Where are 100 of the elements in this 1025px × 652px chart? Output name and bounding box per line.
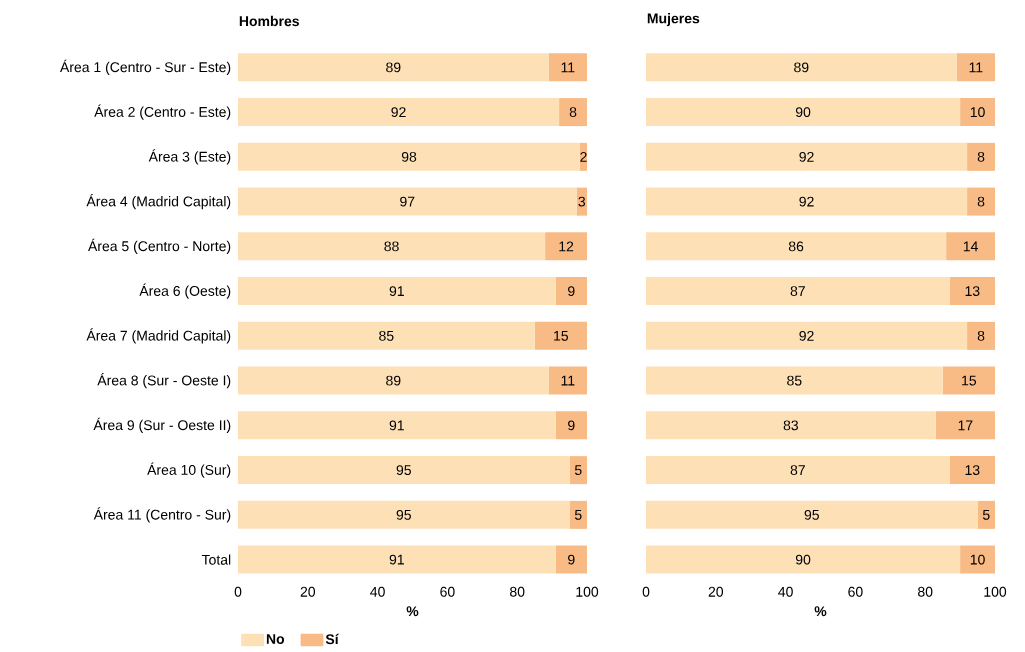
data-label: 92 (799, 196, 814, 207)
y-tick-label: Área 4 (Madrid Capital) (86, 194, 231, 210)
y-tick-label: Área 5 (Centro - Norte) (88, 238, 231, 254)
bar (646, 277, 950, 306)
data-label: 13 (965, 286, 980, 297)
x-tick-label: 0 (234, 586, 242, 597)
x-tick-label: 100 (576, 586, 599, 597)
bar (555, 277, 587, 306)
y-tick-label: Área 6 (Oeste) (139, 283, 231, 299)
data-label: 11 (561, 375, 575, 386)
data-label: 17 (958, 420, 973, 431)
y-tick-label: Área 1 (Centro - Sur - Este) (60, 59, 231, 75)
data-label: 87 (790, 286, 805, 297)
x-tick-label: 60 (848, 586, 863, 597)
legend-label: Sí (325, 633, 339, 645)
bar (238, 456, 570, 485)
y-tick-label: Área 2 (Centro - Este) (94, 104, 231, 120)
y-tick-label: Área 9 (Sur - Oeste II) (93, 417, 231, 433)
bar (967, 187, 995, 216)
data-label: 87 (790, 465, 805, 476)
data-label: 3 (578, 196, 586, 207)
bar (548, 53, 587, 82)
y-tick-label: Área 3 (Este) (148, 149, 231, 165)
bar (238, 187, 577, 216)
y-tick-label: Área 7 (Madrid Capital) (86, 328, 231, 344)
bar (545, 232, 587, 261)
data-label: 95 (804, 509, 819, 520)
data-label: 12 (559, 241, 574, 252)
data-label: 9 (568, 554, 575, 565)
data-label: 90 (795, 107, 811, 118)
bar (238, 321, 535, 350)
data-label: 95 (396, 509, 411, 520)
bar (646, 411, 936, 440)
bar (646, 187, 968, 216)
bar (935, 411, 995, 440)
x-tick-label: 20 (300, 586, 316, 597)
data-label: 91 (389, 420, 404, 431)
x-axis-title: % (814, 606, 827, 617)
bar (534, 321, 587, 350)
bar (238, 98, 560, 127)
data-label: 8 (569, 107, 577, 118)
bar (646, 366, 943, 395)
legend-label: No (266, 634, 285, 644)
y-tick-label: Área 10 (Sur) (147, 462, 231, 478)
data-label: 8 (977, 151, 985, 162)
bar (646, 142, 968, 171)
bar (646, 53, 957, 82)
bar (646, 232, 947, 261)
data-label: 15 (554, 330, 569, 341)
bar (646, 456, 950, 485)
data-label: 89 (386, 62, 401, 73)
data-label: 13 (965, 465, 980, 476)
bar (238, 411, 556, 440)
bar (646, 500, 978, 529)
x-tick-label: 40 (370, 586, 385, 597)
bar (956, 53, 995, 82)
x-tick-label: 20 (708, 586, 724, 597)
bar (555, 545, 587, 574)
data-label: 10 (970, 554, 985, 565)
data-label: 97 (400, 196, 415, 207)
bar (548, 366, 587, 395)
data-label: 86 (788, 241, 804, 252)
bar (238, 500, 570, 529)
chart-title: Hombres (239, 15, 299, 27)
bar (555, 411, 587, 440)
x-tick-label: 80 (510, 586, 525, 597)
data-label: 91 (389, 554, 404, 565)
bar (238, 142, 581, 171)
data-label: 5 (982, 509, 990, 520)
data-label: 89 (386, 375, 401, 386)
bar (559, 98, 587, 127)
bar (967, 142, 995, 171)
bar (238, 545, 556, 574)
y-tick-label: Total (201, 554, 231, 565)
data-label: 92 (799, 151, 814, 162)
data-label: 90 (795, 554, 811, 565)
data-label: 9 (568, 420, 575, 431)
x-tick-label: 80 (918, 586, 933, 597)
y-tick-label: Área 11 (Centro - Sur) (93, 507, 231, 523)
bar (238, 366, 549, 395)
data-label: 95 (396, 465, 411, 476)
data-label: 10 (970, 107, 985, 118)
data-label: 83 (783, 420, 799, 431)
bar (960, 98, 995, 127)
data-label: 11 (561, 62, 575, 73)
data-label: 92 (799, 330, 814, 341)
bar (960, 545, 995, 574)
bar (569, 456, 587, 485)
x-axis-title: % (406, 606, 419, 617)
bar (949, 456, 995, 485)
data-label: 88 (384, 241, 399, 252)
x-tick-label: 60 (440, 586, 455, 597)
data-label: 8 (977, 330, 985, 341)
data-label: 5 (574, 509, 582, 520)
x-tick-label: 40 (778, 586, 793, 597)
bar (977, 500, 995, 529)
bar (238, 277, 556, 306)
bar (569, 500, 587, 529)
bar (238, 53, 549, 82)
bar (646, 321, 968, 350)
